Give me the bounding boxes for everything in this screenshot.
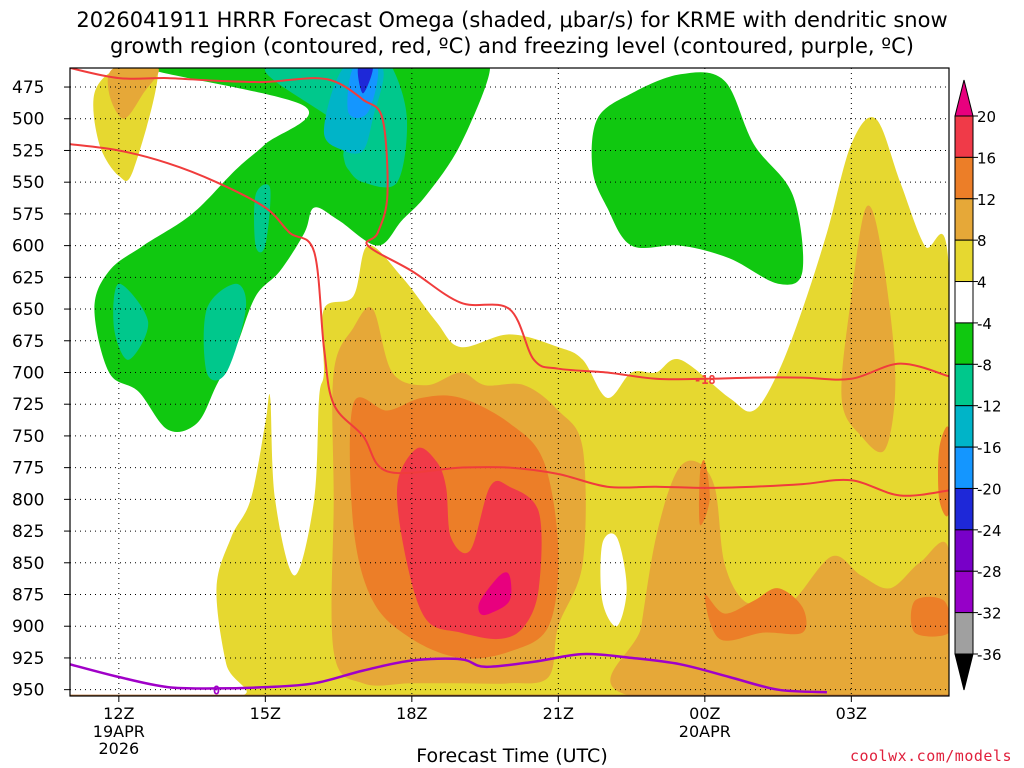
colorbar-label: -24 (977, 522, 1002, 540)
y-tick-label: 625 (12, 268, 44, 288)
colorbar-segment-ltblue (954, 446, 974, 489)
y-tick-label: 650 (12, 300, 44, 320)
colorbar-segment-orange (954, 156, 974, 200)
omega-region-green2 (254, 184, 271, 253)
colorbar-segment-white (954, 281, 974, 324)
colorbar-label: -8 (977, 356, 992, 374)
omega-region-green2 (203, 283, 247, 381)
dgz-upper-contour (70, 68, 949, 381)
y-tick-label: 875 (12, 586, 44, 606)
colorbar-label: -28 (977, 563, 1002, 581)
colorbar-segment-yellow (954, 239, 974, 283)
colorbar-top-triangle (954, 79, 974, 117)
colorbar-bottom-triangle (954, 653, 974, 691)
omega-region-ltorange (610, 460, 949, 696)
x-tick-label: 18Z (396, 704, 427, 723)
omega-region-orange (938, 426, 949, 517)
y-tick-label: 750 (12, 427, 44, 447)
y-tick-label: 775 (12, 459, 44, 479)
colorbar-label: -12 (977, 398, 1002, 416)
omega-region-blue (357, 68, 373, 94)
colorbar-label: -20 (977, 480, 1002, 498)
axes: 475 500 525 550 575 600 625 650 675 700 725 750 775 8… (12, 67, 950, 758)
y-tick-label: 525 (12, 141, 44, 161)
colorbar-label: -16 (977, 439, 1002, 457)
y-tick-label: 600 (12, 237, 44, 257)
chart-title-line-1: 2026041911 HRRR Forecast Omega (shaded, … (76, 8, 948, 32)
contour-label: -18 (694, 373, 716, 387)
omega-region-green2 (113, 283, 149, 360)
colorbar-label: 20 (977, 108, 996, 126)
y-tick-label: 675 (12, 332, 44, 352)
omega-region-orange (698, 459, 710, 526)
y-tick-label: 500 (12, 110, 44, 130)
omega-region-ltorange (841, 205, 896, 453)
x-tick-label: 21Z (543, 704, 574, 723)
x-tick-label: 03Z (836, 704, 867, 723)
omega-region-orange (910, 596, 949, 637)
x-tick-date: 19APR (93, 722, 145, 741)
colorbar-label: 16 (977, 149, 996, 167)
x-tick-year: 2026 (98, 739, 139, 758)
y-tick-label: 550 (12, 173, 44, 193)
colorbar-segment-cyan (954, 405, 974, 448)
colorbar-segment-gray (954, 612, 974, 655)
credit-link[interactable]: coolwx.com/models (849, 747, 1012, 765)
y-tick-label: 575 (12, 205, 44, 225)
dgz-lower-contour (70, 143, 949, 497)
y-tick-label: 725 (12, 395, 44, 415)
omega-region-green1 (591, 72, 804, 285)
y-tick-label: 950 (12, 681, 44, 701)
y-tick-label: 700 (12, 363, 44, 383)
colorbar-segment-green2 (954, 363, 974, 407)
colorbar-segment-violet (954, 570, 974, 614)
x-tick-label: 00Z (689, 704, 720, 723)
x-axis-title: Forecast Time (UTC) (416, 745, 608, 767)
colorbar: 20 16 12 8 4 -4 -8 -12 -16 -20 -24 -28 -32 -36 (954, 79, 1002, 691)
chart-title-line-2: growth region (contoured, red, ºC) and f… (110, 34, 914, 58)
colorbar-segment-red (954, 115, 974, 158)
x-tick-label: 15Z (250, 704, 281, 723)
freezing-level-contour (70, 652, 827, 694)
omega-region-ltorange (107, 68, 159, 119)
y-tick-label: 800 (12, 490, 44, 510)
contour-label: 0 (213, 684, 220, 698)
y-tick-label: 925 (12, 649, 44, 669)
y-tick-label: 825 (12, 522, 44, 542)
omega-region-orange (704, 588, 807, 641)
colorbar-segment-blue (954, 487, 974, 531)
omega-region-yellow (93, 68, 159, 182)
colorbar-label: -4 (977, 315, 992, 333)
omega-region-white (600, 533, 627, 627)
y-tick-label: 475 (12, 78, 44, 98)
omega-region-pink (478, 572, 512, 616)
colorbar-segment-green1 (954, 322, 974, 365)
colorbar-label: 12 (977, 191, 996, 209)
colorbar-label: 4 (977, 274, 987, 292)
colorbar-label: -36 (977, 646, 1002, 664)
colorbar-label: -32 (977, 605, 1002, 623)
y-tick-label: 900 (12, 617, 44, 637)
colorbar-label: 8 (977, 232, 987, 250)
plot-frame (69, 67, 950, 697)
ground-bar (70, 694, 949, 696)
x-tick-label: 12Z (103, 704, 134, 723)
contour-lines: -18 0 (70, 68, 949, 698)
omega-shading (70, 68, 949, 696)
y-tick-label: 850 (12, 554, 44, 574)
colorbar-segment-ltorange (954, 198, 974, 241)
colorbar-segment-purple (954, 529, 974, 572)
x-tick-date: 20APR (679, 722, 731, 741)
